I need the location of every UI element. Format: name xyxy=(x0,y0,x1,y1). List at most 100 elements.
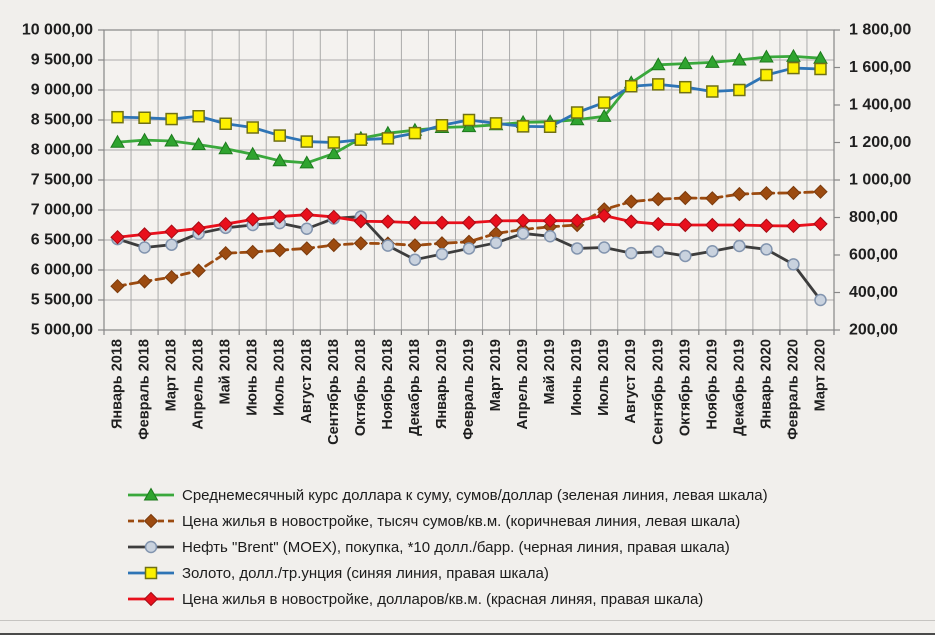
data-point-marker xyxy=(353,236,369,251)
series-4 xyxy=(111,61,827,149)
left-axis-tick-label: 7 500,00 xyxy=(31,172,93,189)
legend-label: Среднемесячный курс доллара к суму, сумо… xyxy=(182,486,768,504)
data-point-marker xyxy=(516,227,530,240)
data-point-marker xyxy=(489,236,503,250)
data-point-marker xyxy=(652,78,665,91)
x-axis-label: Октябрь 2019 xyxy=(677,339,693,436)
right-axis-tick-label: 1 800,00 xyxy=(849,22,911,39)
data-point-marker xyxy=(679,249,692,263)
data-point-marker xyxy=(732,186,747,202)
x-axis-label: Март 2019 xyxy=(488,339,504,411)
data-point-marker xyxy=(300,135,314,148)
right-axis-tick-label: 1 000,00 xyxy=(849,172,911,189)
data-point-marker xyxy=(273,129,286,142)
data-point-marker xyxy=(705,191,720,206)
data-point-marker xyxy=(408,126,422,140)
legend-label: Нефть "Brent" (MOEX), покупка, *10 долл.… xyxy=(182,538,730,556)
data-point-marker xyxy=(516,120,530,133)
data-point-marker xyxy=(144,566,158,580)
data-point-marker xyxy=(138,111,151,124)
series-5 xyxy=(110,207,828,245)
data-point-marker xyxy=(164,133,179,147)
x-axis-label: Октябрь 2018 xyxy=(353,339,369,436)
legend-item-1: Среднемесячный курс доллара к суму, сумо… xyxy=(127,482,768,508)
legend-marker-diamond-icon xyxy=(128,591,174,607)
x-axis-label: Декабрь 2019 xyxy=(731,339,747,436)
data-point-marker xyxy=(164,224,179,239)
data-point-marker xyxy=(462,113,476,127)
data-point-marker xyxy=(624,214,639,229)
data-point-marker xyxy=(143,487,159,501)
x-axis-label: Август 2019 xyxy=(623,339,639,424)
x-axis-label: Ноябрь 2019 xyxy=(704,339,720,430)
data-point-marker xyxy=(650,57,666,71)
data-point-marker xyxy=(299,207,314,222)
legend-item-4: Золото, долл./тр.унция (синяя линия, пра… xyxy=(127,560,768,586)
x-axis-label: Май 2018 xyxy=(218,339,234,405)
left-axis-tick-label: 5 500,00 xyxy=(31,292,93,309)
data-point-marker xyxy=(732,217,747,233)
data-point-marker xyxy=(219,117,232,130)
data-point-marker xyxy=(786,185,801,201)
x-axis-label: Декабрь 2018 xyxy=(407,339,423,436)
data-point-marker xyxy=(137,274,152,289)
data-point-marker xyxy=(353,214,369,229)
legend-item-3: Нефть "Brent" (MOEX), покупка, *10 долл.… xyxy=(127,534,768,560)
data-point-marker xyxy=(144,540,158,554)
data-point-marker xyxy=(381,239,395,252)
right-axis-tick-label: 200,00 xyxy=(849,322,898,339)
data-point-marker xyxy=(326,209,342,225)
left-axis-tick-label: 9 000,00 xyxy=(31,82,93,99)
data-point-marker xyxy=(569,112,585,126)
x-axis-label: Апрель 2018 xyxy=(191,339,207,430)
data-point-marker xyxy=(678,217,693,233)
data-point-marker xyxy=(218,216,233,232)
x-axis-label: Январь 2018 xyxy=(110,339,126,429)
x-axis-label: Июль 2019 xyxy=(596,339,612,416)
data-point-marker xyxy=(354,133,368,146)
data-point-marker xyxy=(515,213,531,228)
right-axis-tick-label: 800,00 xyxy=(849,209,898,226)
data-point-marker xyxy=(380,214,396,229)
right-axis-tick-label: 1 400,00 xyxy=(849,97,911,114)
data-point-marker xyxy=(245,244,260,260)
data-point-marker xyxy=(218,245,233,261)
data-point-marker xyxy=(814,293,827,307)
divider-line xyxy=(0,620,935,621)
legend-marker-diamond-icon xyxy=(128,513,174,529)
data-point-marker xyxy=(326,146,342,160)
left-axis-tick-label: 7 000,00 xyxy=(31,202,93,219)
x-axis-label: Февраль 2020 xyxy=(785,339,801,440)
x-axis: Январь 2018 Февраль 2018 Март 2018 Апрель 2… xyxy=(103,330,835,445)
data-point-marker xyxy=(787,258,800,271)
data-point-marker xyxy=(110,278,125,294)
data-point-marker xyxy=(706,85,719,98)
data-point-marker xyxy=(245,146,261,160)
data-point-marker xyxy=(143,591,159,607)
data-point-marker xyxy=(272,153,288,167)
data-point-marker xyxy=(488,213,504,229)
data-point-marker xyxy=(300,222,314,235)
x-axis-label: Апрель 2019 xyxy=(515,339,531,430)
legend-marker-circle-icon xyxy=(128,540,174,554)
data-point-marker xyxy=(164,269,179,285)
data-point-marker xyxy=(786,48,801,62)
data-point-marker xyxy=(786,218,801,234)
data-point-marker xyxy=(732,52,747,66)
x-axis-label: Ноябрь 2018 xyxy=(380,339,396,430)
left-axis-tick-label: 8 000,00 xyxy=(31,142,93,159)
data-point-marker xyxy=(191,221,206,236)
data-point-marker xyxy=(678,190,693,206)
data-point-marker xyxy=(407,215,423,230)
data-point-marker xyxy=(138,241,151,254)
x-axis-label: Июнь 2019 xyxy=(569,339,585,416)
x-axis-label: Май 2019 xyxy=(542,339,558,405)
data-point-marker xyxy=(733,239,746,253)
data-point-marker xyxy=(677,56,693,70)
data-point-marker xyxy=(569,213,585,228)
data-point-marker xyxy=(570,242,584,255)
data-point-marker xyxy=(192,110,205,123)
right-axis-tick-label: 600,00 xyxy=(849,247,898,264)
x-axis-label: Сентябрь 2018 xyxy=(326,339,342,445)
